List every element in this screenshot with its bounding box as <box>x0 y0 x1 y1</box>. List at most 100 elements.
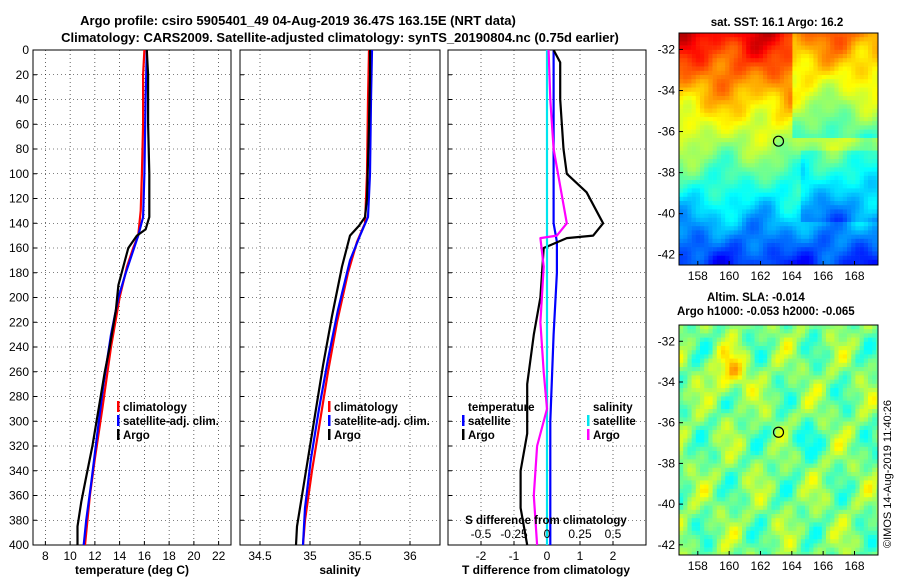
map-cell <box>691 79 697 84</box>
map-cell <box>767 167 772 172</box>
map-cell <box>700 488 705 494</box>
map-cell <box>737 83 743 88</box>
map-cell <box>763 463 768 469</box>
map-cell <box>746 358 751 364</box>
map-cell <box>687 217 692 223</box>
map-cell <box>683 96 688 101</box>
map-cell <box>775 484 781 490</box>
map-cell <box>683 421 688 427</box>
map-cell <box>721 358 726 364</box>
map-cell <box>737 358 743 364</box>
map-cell <box>767 362 772 368</box>
map-cell <box>737 467 743 473</box>
map-cell <box>742 230 747 235</box>
map-cell <box>851 150 856 156</box>
map-cell <box>834 108 839 114</box>
map-cell <box>784 49 789 55</box>
map-cell <box>708 472 713 477</box>
map-cell <box>817 255 823 261</box>
map-cell <box>712 238 718 244</box>
map-cell <box>754 255 760 261</box>
map-cell <box>834 400 839 406</box>
map-cell <box>695 226 701 231</box>
map-cell <box>779 476 785 481</box>
map-cell <box>737 484 743 490</box>
map-cell <box>876 49 878 55</box>
map-cell <box>704 358 709 364</box>
map-cell <box>876 201 878 206</box>
map-cell <box>838 375 844 380</box>
map-cell <box>775 375 781 380</box>
depth-tick-label: 60 <box>16 117 30 131</box>
map-cell <box>800 230 806 235</box>
map-cell <box>687 91 692 97</box>
map-cell <box>876 251 878 256</box>
map-cell <box>691 167 697 172</box>
map-cell <box>687 379 692 385</box>
map-cell <box>704 362 709 368</box>
map-cell <box>767 188 772 193</box>
map-cell <box>809 234 814 240</box>
map-cell <box>700 484 705 490</box>
map-cell <box>679 171 684 177</box>
map-cell <box>695 247 701 252</box>
map-cell <box>805 62 810 67</box>
map-cell <box>805 243 810 248</box>
map-cell <box>876 350 878 355</box>
legend-label-argo: Argo <box>334 430 361 442</box>
map-cell <box>754 484 760 490</box>
map-cell <box>792 396 797 401</box>
map-cell <box>868 222 873 227</box>
map-cell <box>834 201 839 206</box>
map-cell <box>847 238 852 244</box>
map-cell <box>796 79 802 84</box>
map-cell <box>767 79 772 84</box>
map-cell <box>704 49 709 55</box>
map-cell <box>721 484 726 490</box>
map-cell <box>842 230 848 235</box>
map-cell <box>838 358 844 364</box>
map-cell <box>742 234 747 240</box>
map-cell <box>679 87 684 93</box>
map-cell <box>746 379 751 385</box>
map-cell <box>842 388 848 393</box>
map-cell <box>716 463 722 469</box>
map-cell <box>784 413 789 418</box>
map-cell <box>855 37 860 42</box>
map-cell <box>868 337 873 343</box>
map-cell <box>758 209 764 214</box>
map-cell <box>704 325 709 330</box>
map-cell <box>712 184 718 189</box>
map-cell <box>771 488 776 494</box>
map-cell <box>826 87 831 93</box>
map-cell <box>830 192 835 198</box>
sla-map-panel: Altim. SLA: -0.014 Argo h1000: -0.053 h2… <box>658 292 879 573</box>
map-cell <box>721 472 726 477</box>
map-cell <box>859 354 865 359</box>
map-cell <box>754 354 760 359</box>
map-cell <box>767 404 772 410</box>
map-cell <box>792 196 797 202</box>
map-cell <box>788 497 793 502</box>
map-cell <box>771 222 776 227</box>
lon-tick-label: 168 <box>844 269 864 283</box>
map-cell <box>746 104 751 109</box>
map-cell <box>784 238 789 244</box>
map-cell <box>700 96 705 101</box>
map-cell <box>851 417 856 422</box>
map-cell <box>817 259 823 265</box>
map-cell <box>733 247 739 252</box>
map-cell <box>708 180 713 185</box>
map-cell <box>813 188 818 193</box>
map-cell <box>679 255 684 261</box>
map-cell <box>679 417 684 422</box>
map-cell <box>809 333 814 338</box>
map-cell <box>813 375 818 380</box>
map-cell <box>695 58 701 63</box>
map-cell <box>813 238 818 244</box>
map-cell <box>792 375 797 380</box>
map-cell <box>872 243 877 248</box>
map-cell <box>712 480 718 485</box>
map-cell <box>817 37 823 42</box>
map-cell <box>809 146 814 151</box>
